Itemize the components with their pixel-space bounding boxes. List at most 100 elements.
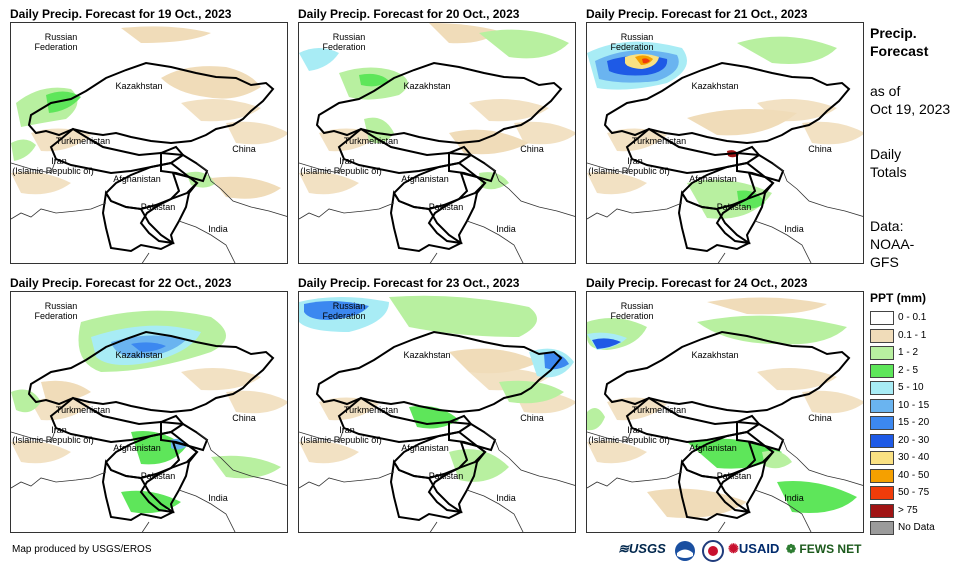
country-label: Turkmenistan (632, 136, 686, 146)
country-label: Russian (45, 301, 78, 311)
country-border (141, 521, 150, 532)
usaid-logo: ✺USAID (728, 541, 780, 556)
country-borders (299, 61, 575, 263)
country-label: Turkmenistan (632, 405, 686, 415)
daily-totals-note: Daily Totals (870, 145, 907, 181)
precip-area (131, 342, 166, 352)
legend-swatch (870, 346, 894, 360)
panel-title: Daily Precip. Forecast for 22 Oct., 2023 (10, 276, 232, 290)
country-border (484, 431, 575, 486)
country-border (448, 151, 497, 183)
legend-label: 20 - 30 (898, 434, 930, 446)
precip-area (304, 300, 369, 320)
as-of-date: as of Oct 19, 2023 (870, 82, 950, 118)
country-border (196, 431, 287, 486)
country-label: India (784, 224, 804, 234)
country-border (448, 420, 497, 452)
country-label: Iran (339, 156, 355, 166)
legend-label: 50 - 75 (898, 487, 930, 498)
country-border (715, 171, 775, 245)
country-label: Afghanistan (401, 443, 449, 453)
precip-fields (587, 36, 863, 219)
country-border (754, 489, 812, 532)
country-borders (587, 61, 863, 263)
legend-label: 1 - 2 (898, 347, 919, 358)
legend-label: > 75 (898, 504, 918, 516)
country-border (299, 471, 395, 489)
totals-line: Daily (870, 146, 902, 162)
country-label: Pakistan (717, 202, 752, 212)
panel-title: Daily Precip. Forecast for 23 Oct., 2023 (298, 276, 520, 290)
country-border (587, 471, 683, 489)
precip-fields (587, 297, 863, 518)
fews-net-logo: ❁ FEWS NET (786, 542, 862, 556)
legend-label: 15 - 20 (898, 417, 930, 428)
country-border (466, 489, 524, 532)
country-border (717, 521, 726, 532)
country-border (315, 330, 563, 414)
country-border (429, 252, 438, 263)
precip-area (499, 380, 564, 404)
legend-label: 0 - 0.1 (898, 312, 927, 323)
country-label: Pakistan (429, 202, 464, 212)
country-label: Turkmenistan (344, 136, 398, 146)
country-border (389, 459, 463, 522)
country-border (484, 162, 575, 217)
heading-line: Precip. (870, 25, 917, 41)
country-label: China (232, 413, 256, 423)
precip-fields (11, 310, 287, 514)
country-label: India (496, 493, 516, 503)
precip-map: Russian Federation Kazakhstan Turkmenistan I… (10, 291, 288, 533)
country-border (11, 427, 57, 443)
country-label: Federation (322, 42, 365, 52)
country-border (196, 162, 287, 217)
precip-area (479, 172, 509, 190)
precip-area (389, 295, 537, 337)
country-label: Pakistan (717, 471, 752, 481)
country-border (677, 190, 751, 253)
country-label: Turkmenistan (56, 405, 110, 415)
country-label: Turkmenistan (344, 405, 398, 415)
country-border (429, 521, 438, 532)
country-label: Iran (51, 156, 67, 166)
precip-area (46, 91, 81, 113)
heading-line: Forecast (870, 43, 929, 59)
doi-seal-icon (702, 540, 724, 562)
precip-area (226, 390, 287, 414)
precip-map: Russian Federation Kazakhstan Turkmenistan I… (10, 22, 288, 264)
country-label: Federation (322, 311, 365, 321)
country-label: Afghanistan (689, 443, 737, 453)
precip-fields (299, 23, 575, 195)
precip-area (11, 139, 36, 161)
map-panel-19-oct: Daily Precip. Forecast for 19 Oct., 2023… (10, 7, 288, 267)
country-label: China (520, 144, 544, 154)
precip-area (299, 48, 339, 71)
precip-area (479, 29, 569, 59)
country-label: Afghanistan (113, 174, 161, 184)
panel-title: Daily Precip. Forecast for 20 Oct., 2023 (298, 7, 520, 21)
country-border (427, 440, 487, 514)
country-border (715, 440, 775, 514)
country-border (160, 420, 209, 452)
country-border (160, 151, 209, 183)
country-border (27, 61, 275, 145)
legend-swatch (870, 451, 894, 465)
country-label: Federation (610, 42, 653, 52)
legend-label: 40 - 50 (898, 469, 930, 481)
precip-area (642, 58, 650, 64)
precip-area (359, 73, 389, 87)
precip-area (687, 109, 797, 136)
map-panel-23-oct: Daily Precip. Forecast for 23 Oct., 2023… (298, 276, 576, 536)
precip-fields (11, 26, 287, 199)
country-border (587, 427, 633, 443)
precip-area (514, 121, 575, 145)
precip-area (299, 171, 359, 195)
country-border (603, 61, 851, 145)
country-label: Pakistan (429, 471, 464, 481)
country-label: Afghanistan (689, 174, 737, 184)
asof-line: Oct 19, 2023 (870, 101, 951, 117)
map-panel-22-oct: Daily Precip. Forecast for 22 Oct., 2023… (10, 276, 288, 536)
precip-area (687, 179, 772, 219)
precip-map: Russian Federation Kazakhstan Turkmenistan I… (298, 291, 576, 533)
legend-label: 5 - 10 (898, 382, 924, 393)
